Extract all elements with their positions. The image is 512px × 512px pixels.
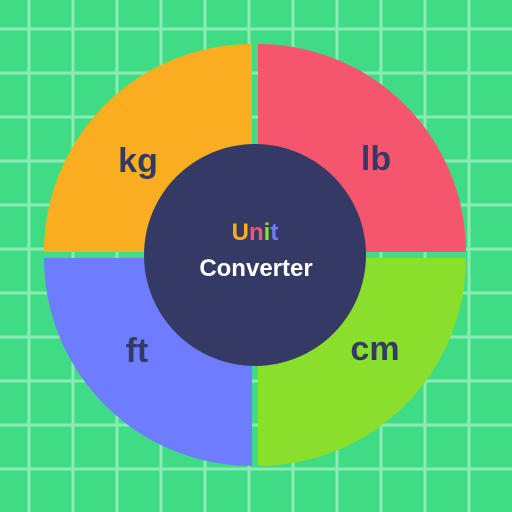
title-letter-u: U <box>232 219 249 246</box>
title-letter-t: t <box>270 219 278 246</box>
unit-label-lb: lb <box>361 140 391 178</box>
center-title: Unit <box>232 219 279 246</box>
unit-label-ft: ft <box>126 332 149 370</box>
unit-label-cm: cm <box>350 330 399 368</box>
unit-label-kg: kg <box>118 142 158 180</box>
center-badge <box>144 144 366 366</box>
title-letter-n: n <box>249 219 264 246</box>
title-letter-i: i <box>264 219 271 246</box>
unit-wheel: kg lb ft cm Unit Converter <box>44 44 466 466</box>
center-subtitle: Converter <box>199 255 312 282</box>
